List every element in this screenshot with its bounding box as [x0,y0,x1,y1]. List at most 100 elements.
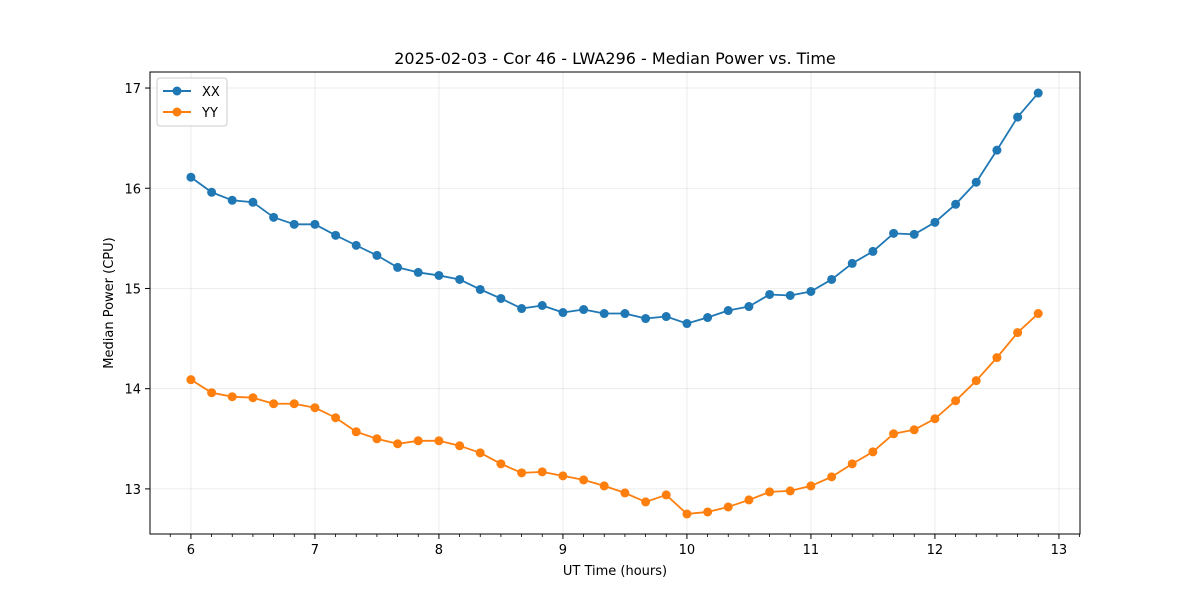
data-point-yy [723,502,733,512]
data-point-xx [806,286,816,296]
data-point-yy [930,414,940,424]
data-point-yy [951,396,961,406]
data-point-xx [1033,88,1043,98]
data-point-xx [269,212,279,222]
data-point-yy [579,475,589,485]
data-point-xx [765,289,775,299]
x-tick-label: 10 [679,543,696,558]
data-point-yy [537,467,547,477]
data-point-xx [207,187,217,197]
data-point-xx [703,313,713,323]
data-point-yy [455,441,465,451]
data-point-yy [207,388,217,398]
data-point-xx [847,258,857,268]
x-tick-label: 8 [435,543,443,558]
x-tick-label: 6 [187,543,195,558]
data-point-xx [744,302,754,312]
legend-label-xx: XX [202,85,220,100]
y-tick-label: 17 [124,82,141,97]
data-point-xx [331,230,341,240]
data-point-yy [517,468,527,478]
data-point-xx [434,270,444,280]
y-tick-label: 13 [124,483,141,498]
data-point-xx [289,219,299,229]
data-point-yy [269,399,279,409]
data-point-yy [475,448,485,458]
legend-marker-yy [172,107,182,117]
grid [150,72,1080,534]
data-point-yy [868,447,878,457]
x-tick-label: 7 [311,543,319,558]
data-point-yy [909,425,919,435]
data-point-xx [930,217,940,227]
data-point-xx [723,306,733,316]
data-point-yy [186,375,196,385]
x-tick-label: 9 [559,543,567,558]
data-point-xx [413,267,423,277]
data-point-xx [393,262,403,272]
data-point-yy [310,403,320,413]
data-point-xx [227,195,237,205]
axis-ticks: 6 7 8 9 10 11 12 13 13 14 15 16 17 [124,82,1080,558]
data-point-yy [227,392,237,402]
data-point-yy [351,427,361,437]
y-tick-label: 14 [124,383,141,398]
data-point-yy [331,413,341,423]
y-axis-label: Median Power (CPU) [102,237,117,368]
data-point-xx [455,274,465,284]
data-point-yy [971,376,981,386]
data-point-xx [661,312,671,322]
data-point-xx [537,301,547,311]
plot-frame [149,71,1081,535]
data-point-xx [682,319,692,329]
data-point-xx [1013,112,1023,122]
data-point-yy [992,353,1002,363]
x-tick-label: 13 [1051,543,1068,558]
data-point-xx [868,246,878,256]
data-point-yy [682,509,692,519]
data-point-yy [620,488,630,498]
data-point-xx [992,145,1002,155]
data-point-yy [289,399,299,409]
y-tick-label: 15 [124,282,141,297]
data-point-yy [641,497,651,507]
data-point-xx [558,308,568,318]
data-point-yy [393,439,403,449]
data-point-xx [372,250,382,260]
data-point-yy [661,490,671,500]
data-point-xx [599,309,609,319]
data-point-xx [496,293,506,303]
x-tick-label: 12 [927,543,944,558]
data-point-yy [496,459,506,469]
data-point-yy [889,429,899,439]
data-point-xx [475,284,485,294]
legend: XX YY [156,77,228,127]
data-point-xx [889,228,899,238]
data-point-yy [372,434,382,444]
y-tick-label: 16 [124,182,141,197]
data-point-xx [579,305,589,315]
data-point-yy [847,459,857,469]
data-point-yy [703,507,713,517]
data-point-yy [248,393,258,403]
data-point-xx [620,309,630,319]
data-point-yy [599,481,609,491]
data-point-yy [1013,328,1023,338]
data-point-yy [806,481,816,491]
data-point-yy [1033,309,1043,319]
data-point-yy [827,472,837,482]
data-point-yy [785,486,795,496]
plot-series [186,88,1043,519]
legend-marker-xx [172,86,182,96]
data-point-yy [744,495,754,505]
legend-label-yy: YY [201,106,218,121]
data-point-xx [248,197,258,207]
data-point-xx [951,199,961,209]
x-axis-label: UT Time (hours) [563,564,667,579]
data-point-xx [971,177,981,187]
data-point-xx [641,314,651,324]
data-point-yy [558,471,568,481]
x-tick-label: 11 [803,543,820,558]
data-point-yy [765,487,775,497]
